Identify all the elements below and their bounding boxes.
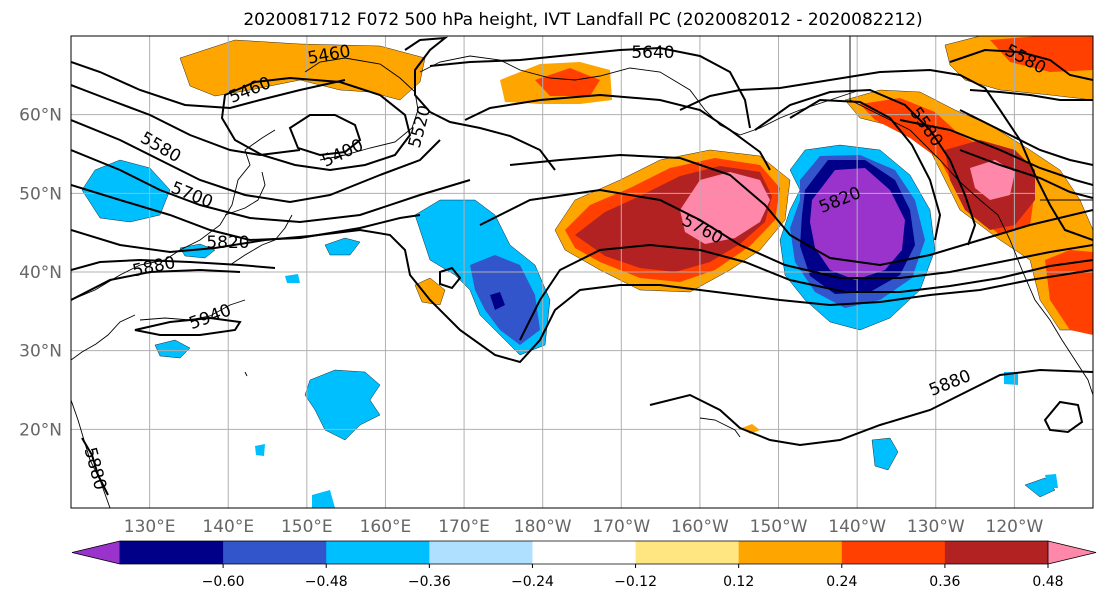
colorbar-segment [841, 541, 946, 564]
colorbar-segment [223, 541, 327, 564]
y-tick-label: 20°N [19, 420, 62, 440]
colorbar-tick-labels: −0.60 −0.48 −0.36 −0.24 −0.12 0.12 0.24 0.36 0.4… [202, 564, 1064, 590]
colorbar-segment [944, 541, 1049, 564]
colorbar-segment [71, 540, 121, 565]
plot-area: 5460 5460 5400 5520 5580 5700 5820 5880 … [71, 36, 1093, 508]
colorbar-segment [429, 541, 533, 564]
colorbar-segment [532, 541, 637, 564]
coastlines [71, 36, 1093, 508]
colorbar-segment [635, 541, 740, 564]
colorbar [71, 540, 1097, 565]
contour-label: 5640 [631, 43, 674, 63]
height-contours [71, 36, 1093, 496]
colorbar-outline [120, 540, 1048, 565]
contour-label: 5820 [206, 233, 249, 253]
colorbar-segment [738, 541, 843, 564]
colorbar-segment [326, 541, 430, 564]
x-tick-label: 150°W [750, 517, 808, 537]
chart-title: 2020081712 F072 500 hPa height, IVT Land… [243, 10, 922, 30]
x-tick-label: 130°E [124, 517, 176, 537]
x-tick-label: 160°E [360, 517, 412, 537]
colorbar-segment [1047, 540, 1097, 565]
y-tick-label: 60°N [19, 106, 62, 126]
x-tick-label: 150°E [281, 517, 333, 537]
y-tick-label: 50°N [19, 184, 62, 204]
colorbar-tick-label: −0.48 [305, 574, 348, 590]
colorbar-tick-label: 0.12 [723, 574, 754, 590]
y-tick-label: 30°N [19, 342, 62, 362]
colorbar-tick-label: 0.48 [1032, 574, 1063, 590]
longitude-tick-labels: 130°E 140°E 150°E 160°E 170°E 180°W 170°W 160°W… [124, 517, 1044, 537]
plot-frame [70, 35, 1094, 509]
colorbar-tick-label: −0.60 [202, 574, 245, 590]
colorbar-tick-label: −0.12 [614, 574, 657, 590]
colorbar-tick-label: −0.36 [408, 574, 451, 590]
x-tick-label: 130°W [907, 517, 965, 537]
x-tick-label: 180°W [514, 517, 572, 537]
y-tick-label: 40°N [19, 263, 62, 283]
latitude-tick-labels: 60°N 50°N 40°N 30°N 20°N [19, 106, 62, 441]
x-tick-label: 170°E [438, 517, 490, 537]
x-tick-label: 140°W [828, 517, 886, 537]
positive-anomaly-regions [179, 36, 1093, 434]
x-tick-label: 160°W [671, 517, 729, 537]
colorbar-segment [120, 541, 224, 564]
x-tick-label: 140°E [202, 517, 254, 537]
colorbar-tick-label: 0.36 [929, 574, 960, 590]
x-tick-label: 120°W [986, 517, 1044, 537]
x-tick-label: 170°W [592, 517, 650, 537]
colorbar-tick-label: −0.24 [511, 574, 554, 590]
colorbar-tick-label: 0.24 [826, 574, 857, 590]
